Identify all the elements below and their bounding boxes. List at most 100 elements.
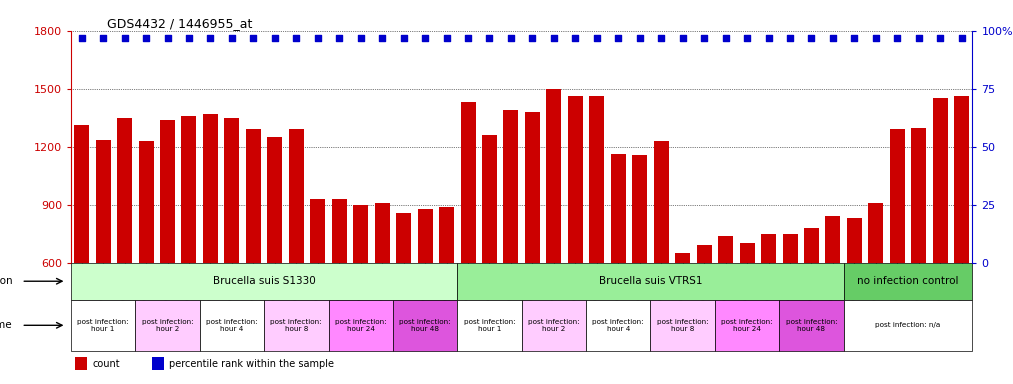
Point: [610, 35, 626, 41]
Text: time: time: [0, 320, 12, 330]
Point: [74, 35, 90, 41]
Bar: [847, 218, 862, 263]
Point: [567, 35, 583, 41]
Text: post infection:
hour 4: post infection: hour 4: [593, 319, 644, 332]
Bar: [954, 96, 969, 263]
Bar: [417, 209, 433, 263]
Bar: [200, 300, 264, 351]
Bar: [522, 300, 587, 351]
Point: [868, 35, 884, 41]
Text: post infection: n/a: post infection: n/a: [875, 322, 941, 328]
Text: percentile rank within the sample: percentile rank within the sample: [169, 359, 334, 369]
Text: Brucella suis VTRS1: Brucella suis VTRS1: [599, 276, 702, 286]
Bar: [611, 154, 626, 263]
Point: [589, 35, 605, 41]
Point: [481, 35, 497, 41]
Text: Brucella suis S1330: Brucella suis S1330: [213, 276, 315, 286]
Bar: [482, 135, 497, 263]
Bar: [264, 300, 328, 351]
Point: [953, 35, 969, 41]
Text: post infection:
hour 48: post infection: hour 48: [786, 319, 838, 332]
Point: [632, 35, 648, 41]
Bar: [375, 203, 390, 263]
Point: [546, 35, 562, 41]
Text: post infection:
hour 24: post infection: hour 24: [721, 319, 773, 332]
Bar: [912, 128, 926, 263]
Point: [95, 35, 111, 41]
Point: [825, 35, 841, 41]
Point: [116, 35, 133, 41]
Bar: [331, 199, 346, 263]
Bar: [868, 203, 883, 263]
Bar: [779, 300, 844, 351]
Bar: [203, 114, 218, 263]
Point: [932, 35, 948, 41]
Bar: [503, 110, 519, 263]
Bar: [782, 234, 797, 263]
Bar: [826, 216, 841, 263]
Point: [502, 35, 519, 41]
Bar: [568, 96, 582, 263]
Point: [374, 35, 390, 41]
Point: [224, 35, 240, 41]
Bar: [933, 98, 948, 263]
Bar: [139, 141, 154, 263]
Bar: [267, 137, 283, 263]
Bar: [310, 199, 325, 263]
Bar: [457, 300, 522, 351]
Text: post infection:
hour 4: post infection: hour 4: [206, 319, 257, 332]
Point: [696, 35, 712, 41]
Bar: [889, 129, 905, 263]
Bar: [95, 140, 110, 263]
Point: [266, 35, 283, 41]
Point: [675, 35, 691, 41]
Bar: [739, 243, 755, 263]
Point: [761, 35, 777, 41]
Bar: [74, 126, 89, 263]
Bar: [844, 263, 972, 300]
Point: [525, 35, 541, 41]
Bar: [653, 141, 669, 263]
Bar: [844, 300, 972, 351]
Bar: [328, 300, 393, 351]
Bar: [396, 214, 411, 263]
Point: [417, 35, 434, 41]
Bar: [75, 357, 87, 370]
Bar: [718, 236, 733, 263]
Bar: [225, 118, 239, 263]
Point: [138, 35, 154, 41]
Point: [395, 35, 411, 41]
Point: [439, 35, 455, 41]
Text: count: count: [92, 359, 121, 369]
Bar: [181, 116, 197, 263]
Point: [782, 35, 798, 41]
Text: infection: infection: [0, 276, 12, 286]
Bar: [525, 112, 540, 263]
Point: [803, 35, 820, 41]
Bar: [590, 96, 605, 263]
Point: [653, 35, 670, 41]
Bar: [118, 118, 132, 263]
Point: [159, 35, 175, 41]
Text: GDS4432 / 1446955_at: GDS4432 / 1446955_at: [107, 17, 252, 30]
Text: post infection:
hour 1: post infection: hour 1: [77, 319, 129, 332]
Bar: [71, 263, 457, 300]
Point: [331, 35, 347, 41]
Point: [717, 35, 733, 41]
Bar: [546, 89, 561, 263]
Bar: [632, 156, 647, 263]
Bar: [289, 129, 304, 263]
Text: post infection:
hour 48: post infection: hour 48: [399, 319, 451, 332]
Text: post infection:
hour 2: post infection: hour 2: [528, 319, 579, 332]
Text: post infection:
hour 2: post infection: hour 2: [142, 319, 193, 332]
Point: [911, 35, 927, 41]
Bar: [804, 228, 819, 263]
Text: post infection:
hour 24: post infection: hour 24: [335, 319, 387, 332]
Bar: [676, 253, 690, 263]
Bar: [152, 357, 164, 370]
Point: [181, 35, 198, 41]
Bar: [461, 102, 475, 263]
Text: post infection:
hour 1: post infection: hour 1: [464, 319, 516, 332]
Point: [245, 35, 261, 41]
Bar: [439, 207, 454, 263]
